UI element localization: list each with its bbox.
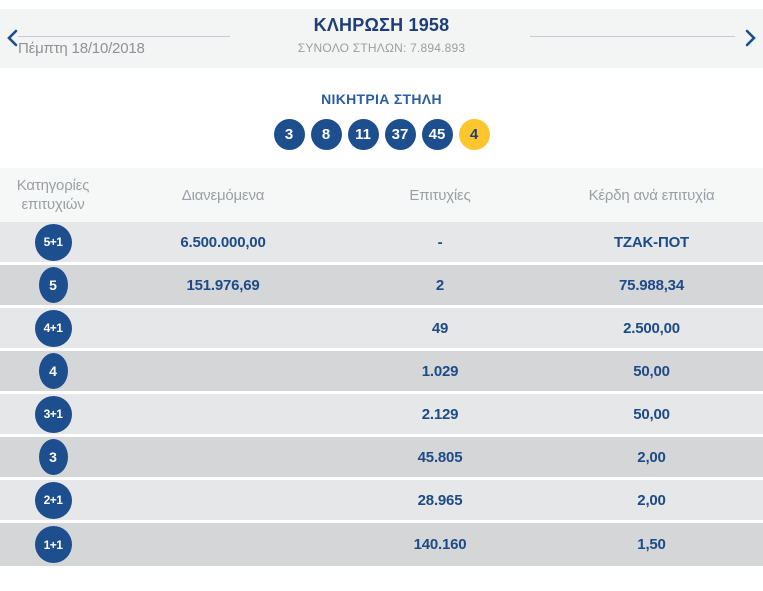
category-cell: 1+1 (0, 526, 106, 563)
table-row: 2+1 28.965 2,00 (0, 480, 763, 523)
draw-header-bar: Πέμπτη 18/10/2018 ΚΛΗΡΩΣΗ 1958 ΣΥΝΟΛΟ ΣΤ… (0, 9, 763, 68)
winners-cell: 28.965 (417, 491, 463, 509)
winning-number-ball: 3 (273, 119, 305, 150)
header-divider-right (530, 36, 735, 37)
chevron-left-icon (6, 29, 18, 50)
prize-cell: 75.988,34 (619, 276, 684, 294)
category-cell: 4+1 (0, 309, 106, 347)
chevron-right-icon (745, 29, 757, 50)
winners-cell: 140.160 (413, 536, 467, 553)
category-badge: 1+1 (34, 526, 72, 563)
table-row: 4 1.029 50,00 (0, 351, 763, 394)
prize-cell: 1,50 (637, 536, 666, 553)
category-cell: 4 (0, 353, 106, 389)
column-header-winners: Επιτυχίες (409, 186, 471, 204)
prize-cell: 50,00 (633, 362, 670, 380)
category-badge: 5+1 (34, 223, 72, 261)
category-cell: 3+1 (0, 395, 106, 433)
winning-column-section: ΝΙΚΗΤΡΙΑ ΣΤΗΛΗ 3 8 11 37 45 4 (0, 68, 763, 150)
bonus-number-ball: 4 (458, 119, 490, 150)
category-badge: 5 (38, 267, 68, 303)
table-row: 3+1 2.129 50,00 (0, 394, 763, 437)
category-cell: 2+1 (0, 481, 106, 519)
prize-table-body: 5+1 6.500.000,00 - ΤΖΑΚ-ΠΟΤ 5 151.976,69 2 75.9… (0, 222, 763, 566)
column-header-distributed: Διανεμόμενα (181, 186, 265, 204)
table-row: 1+1 140.160 1,50 (0, 523, 763, 566)
table-row: 4+1 49 2.500,00 (0, 308, 763, 351)
winning-number-ball: 8 (310, 119, 342, 150)
winners-cell: 2.129 (421, 405, 459, 423)
winners-cell: 1.029 (421, 362, 459, 380)
category-cell: 5 (0, 267, 106, 303)
table-row: 3 45.805 2,00 (0, 437, 763, 480)
winning-number-ball: 37 (384, 119, 416, 150)
prize-table: Κατηγορίες επιτυχιών Διανεμόμενα Επιτυχί… (0, 168, 763, 566)
category-cell: 5+1 (0, 223, 106, 261)
column-header-prize: Κέρδη ανά επιτυχία (588, 186, 715, 204)
winners-cell: 45.805 (417, 448, 463, 466)
winners-cell: 2 (435, 276, 445, 294)
table-row: 5 151.976,69 2 75.988,34 (0, 265, 763, 308)
next-draw-button[interactable] (744, 29, 758, 49)
previous-draw-button[interactable] (5, 29, 19, 49)
category-badge: 4 (38, 353, 68, 389)
total-columns-label: ΣΥΝΟΛΟ ΣΤΗΛΩΝ: 7.894.893 (297, 41, 466, 55)
header-divider-left (18, 36, 230, 37)
distributed-cell: 6.500.000,00 (180, 233, 266, 251)
category-badge: 3 (38, 439, 68, 475)
winning-numbers: 3 8 11 37 45 4 (0, 119, 763, 150)
prize-cell: 2.500,00 (623, 319, 680, 337)
column-header-categories: Κατηγορίες επιτυχιών (16, 177, 90, 213)
draw-title: ΚΛΗΡΩΣΗ 1958 (313, 15, 450, 35)
winning-column-heading: ΝΙΚΗΤΡΙΑ ΣΤΗΛΗ (321, 91, 442, 107)
draw-date: Πέμπτη 18/10/2018 (18, 40, 145, 57)
prize-cell: 2,00 (637, 448, 666, 466)
category-cell: 3 (0, 439, 106, 475)
winners-cell: 49 (431, 319, 449, 337)
winning-number-ball: 45 (421, 119, 453, 150)
category-badge: 2+1 (34, 481, 72, 519)
prize-cell: ΤΖΑΚ-ΠΟΤ (613, 233, 690, 251)
winning-number-ball: 11 (347, 119, 379, 150)
category-badge: 4+1 (34, 309, 72, 347)
winners-cell: - (437, 233, 443, 251)
prize-cell: 2,00 (637, 491, 666, 509)
distributed-cell: 151.976,69 (186, 276, 260, 294)
prize-cell: 50,00 (633, 405, 670, 423)
prize-table-header: Κατηγορίες επιτυχιών Διανεμόμενα Επιτυχί… (0, 168, 763, 222)
category-badge: 3+1 (34, 395, 72, 433)
table-row: 5+1 6.500.000,00 - ΤΖΑΚ-ΠΟΤ (0, 222, 763, 265)
